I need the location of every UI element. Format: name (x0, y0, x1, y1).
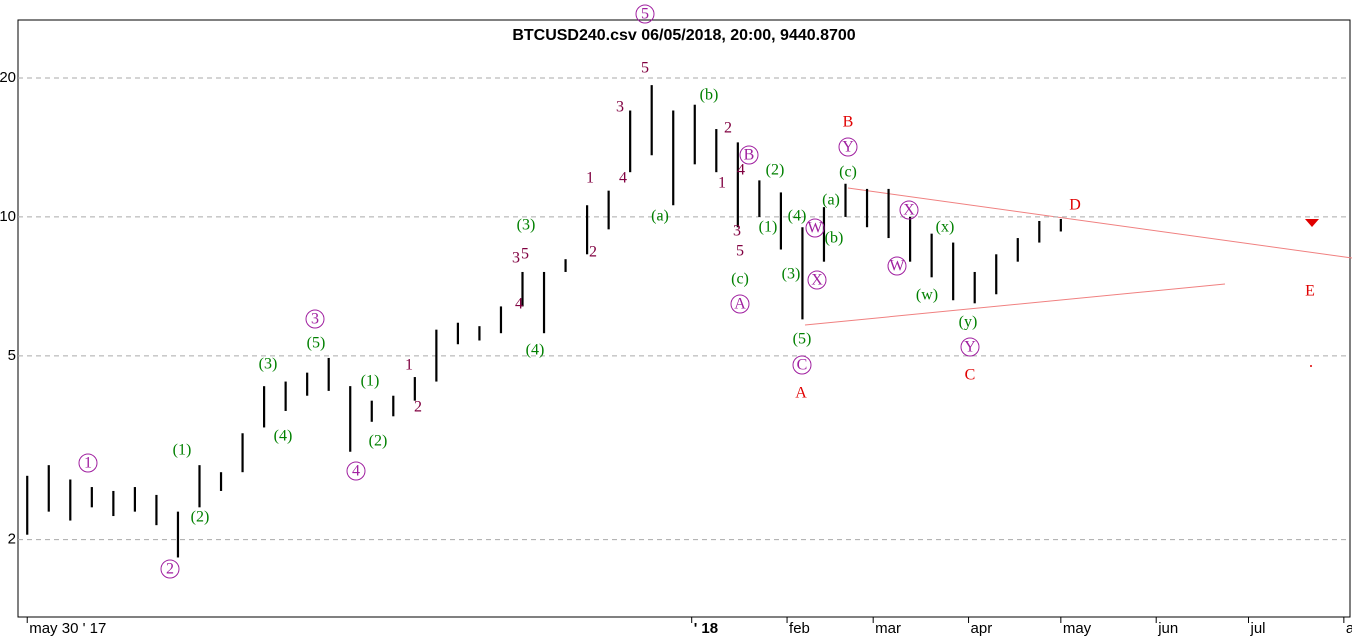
annotation: (2) (191, 509, 210, 526)
annotation-circle (305, 309, 325, 329)
annotation-circle (78, 453, 98, 473)
annotation-circle (838, 137, 858, 157)
x-tick-label: may (1063, 620, 1092, 637)
annotation: (2) (369, 433, 388, 450)
annotation: (b) (825, 230, 844, 247)
annotation-circle (739, 145, 759, 165)
annotation: B (744, 147, 755, 164)
annotation: (1) (361, 373, 380, 390)
annotation: 3 (616, 99, 624, 116)
annotation: 2 (166, 561, 174, 578)
annotation: X (903, 202, 915, 219)
marks (18, 77, 1350, 558)
annotation: (a) (822, 192, 840, 209)
y-tick-label: 20 (0, 69, 16, 86)
x-tick-label: feb (789, 620, 810, 637)
annotation: 4 (619, 170, 627, 187)
annotation: 4 (352, 463, 360, 480)
x-tick-label: a (1346, 620, 1352, 637)
annotation-circle (899, 200, 919, 220)
chart-title: BTCUSD240.csv 06/05/2018, 20:00, 9440.87… (512, 27, 855, 44)
annotation: 3 (311, 311, 319, 328)
annotation: 3 (512, 250, 520, 267)
annotation: 5 (521, 246, 529, 263)
annotation: D (1069, 197, 1081, 214)
y-tick-label: 2 (8, 531, 16, 548)
annotation: W (807, 220, 823, 237)
x-tick-label: mar (875, 620, 901, 637)
annotation: 2 (589, 244, 597, 261)
annotation: 1 (718, 175, 726, 192)
annotation: (y) (959, 314, 978, 331)
annotation: 1 (586, 170, 594, 187)
annotation: B (843, 114, 854, 131)
annotation: 3 (733, 223, 741, 240)
annotation: (1) (759, 219, 778, 236)
annotation: (b) (700, 87, 719, 104)
y-tick-label: 10 (0, 208, 16, 225)
annotation: 5 (641, 6, 649, 23)
marker (1305, 219, 1319, 227)
annotation: (c) (839, 164, 857, 181)
annotation-circle (160, 559, 180, 579)
annotation: (5) (307, 335, 326, 352)
marker (1310, 365, 1312, 367)
annotation: (5) (793, 331, 812, 348)
x-tick-label: may 30 ' 17 (29, 620, 106, 637)
annotation: Y (964, 339, 976, 356)
annotation-circle (346, 461, 366, 481)
annotation: 1 (84, 455, 92, 472)
annotation-circle (807, 270, 827, 290)
annotation: C (797, 357, 808, 374)
annotation: (1) (173, 442, 192, 459)
annotation: W (889, 258, 905, 275)
annotation-circle (887, 256, 907, 276)
annotation-circle (805, 218, 825, 238)
trend-line (804, 283, 1226, 326)
annotation-circle (792, 355, 812, 375)
annotation: 2 (724, 120, 732, 137)
x-tick-label: ' 18 (694, 620, 718, 637)
annotation: (a) (651, 208, 669, 225)
annotation: (4) (274, 428, 293, 445)
annotation-circle (730, 294, 750, 314)
annotation: 5 (736, 243, 744, 260)
annotation: A (795, 385, 807, 402)
x-tick-label: apr (971, 620, 993, 637)
annotation: (4) (526, 342, 545, 359)
x-tick-label: jun (1157, 620, 1178, 637)
trend-line (847, 187, 1352, 259)
annotation: (2) (766, 162, 785, 179)
annotation: (4) (788, 208, 807, 225)
annotation-circle (960, 337, 980, 357)
annotation-circle (635, 4, 655, 24)
annotation: (3) (782, 266, 801, 283)
annotation: 4 (515, 296, 523, 313)
annotation: 4 (737, 162, 745, 179)
annotation: 5 (641, 60, 649, 77)
annotation: A (734, 296, 746, 313)
y-tick-label: 5 (8, 347, 16, 364)
annotation: (w) (916, 287, 938, 304)
annotation: X (811, 272, 823, 289)
annotation: 1 (405, 357, 413, 374)
annotation: (3) (259, 356, 278, 373)
annotation: (3) (517, 217, 536, 234)
annotation: (x) (936, 219, 955, 236)
annotation: Y (842, 139, 854, 156)
annotation: C (965, 367, 976, 384)
annotation: (c) (731, 271, 749, 288)
annotation: E (1305, 283, 1315, 300)
plot-frame (17, 19, 1351, 618)
annotation: 2 (414, 399, 422, 416)
x-tick-label: jul (1249, 620, 1265, 637)
